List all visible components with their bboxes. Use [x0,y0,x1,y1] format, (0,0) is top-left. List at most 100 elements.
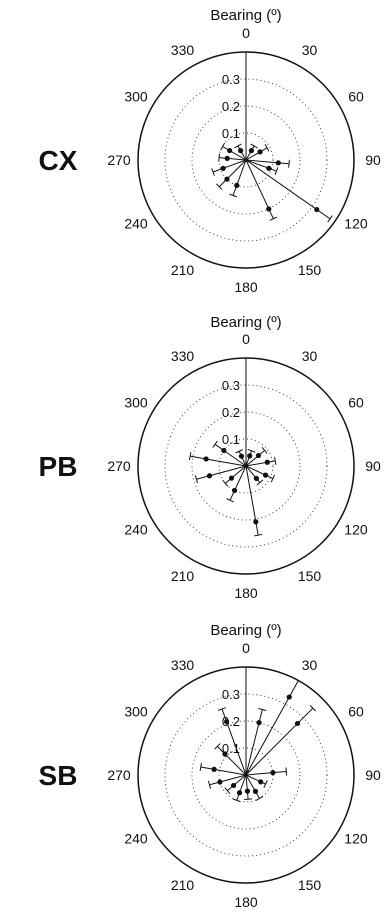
angle-tick-label: 330 [171,42,195,58]
bearing-vector [245,159,270,210]
panel-label: SB [39,760,78,791]
angle-tick-label: 180 [234,279,258,295]
data-point [211,766,217,772]
angle-tick-label: 90 [365,152,381,168]
angle-tick-label: 60 [348,395,364,411]
radial-tick-label: 0.2 [222,99,240,114]
radial-tick-label: 0.3 [222,687,240,702]
radial-tick-label: 0.1 [222,126,240,141]
grid-ring [164,78,328,242]
error-cap [224,787,231,795]
bearing-vector [226,721,247,776]
bearing-vector [214,768,247,776]
angle-tick-label: 180 [234,585,258,601]
data-point [221,447,227,454]
error-cap [250,143,258,149]
error-cap [261,446,268,454]
error-cap [294,678,303,683]
bearing-vector [245,465,257,479]
bearing-vector [245,465,257,522]
error-cap [270,474,276,483]
bearing-vector [227,157,247,161]
angle-tick-label: 330 [171,348,195,364]
bearing-vector [224,753,247,776]
data-point [227,147,233,154]
error-cap [244,798,253,801]
angle-tick-label: 240 [124,522,148,538]
angle-tick-label: 30 [302,657,318,673]
data-point [258,779,264,785]
grid-ring [191,720,301,830]
angle-tick-label: 210 [171,877,195,893]
angle-tick-label: 60 [348,89,364,105]
angle-tick-label: 150 [298,568,322,584]
data-point [266,206,272,212]
data-point [253,519,259,525]
data-point [238,453,245,459]
bearing-vector [245,774,248,792]
error-cap [232,798,241,803]
error-cap [274,167,279,176]
error-cap [285,767,288,776]
bearing-vector [245,722,260,776]
error-bar [190,455,207,460]
data-point [255,452,262,459]
error-cap [327,215,333,223]
data-point [256,720,262,726]
angle-tick-label: 270 [107,152,131,168]
data-point [224,719,230,725]
bearing-vector [206,458,247,467]
error-cap [212,440,218,448]
data-point [270,770,276,776]
polar-panel-sb: 0.10.20.30306090120150180210240270300330… [39,622,381,910]
error-cap [229,193,238,198]
angle-tick-label: 120 [344,216,368,232]
bearing-vector [222,159,247,169]
error-cap [263,780,268,788]
angle-tick-label: 90 [365,458,381,474]
bearing-vector [245,159,279,164]
angle-tick-label: 90 [365,767,381,783]
grid-ring [191,105,301,215]
angle-tick-label: 0 [242,25,250,41]
bearing-vector [245,696,290,776]
bearing-vector [239,774,247,793]
error-cap [258,708,267,711]
radial-tick-label: 0.3 [222,378,240,393]
bearing-vector [245,159,318,210]
error-cap [218,707,226,711]
bearing-vector [245,465,266,476]
chart-title: Bearing (º) [210,314,281,331]
error-cap [207,780,212,789]
bearing-vector [245,774,261,783]
panel-label: CX [39,145,78,176]
chart-title: Bearing (º) [210,7,281,24]
error-cap [188,452,192,461]
error-cap [254,533,263,537]
grid-ring [164,384,328,548]
data-point [220,165,226,171]
grid-ring [218,438,274,494]
bearing-vector [234,465,247,491]
angle-tick-label: 330 [171,657,195,673]
error-cap [274,456,277,465]
data-point [222,751,228,757]
bearing-vector [223,450,247,467]
angle-tick-label: 60 [348,704,364,720]
angle-tick-label: 120 [344,831,368,847]
angle-tick-label: 120 [344,522,368,538]
data-point [262,472,269,478]
data-point [275,160,281,166]
bearing-vector [245,723,298,776]
data-point [228,475,235,481]
error-cap [288,159,290,168]
bearing-vector [245,772,273,776]
data-point [248,148,254,154]
radial-tick-label: 0.1 [222,432,240,447]
error-cap [255,795,264,801]
angle-tick-label: 0 [242,331,250,347]
error-cap [211,168,215,176]
data-point [257,149,263,155]
data-point [253,475,260,482]
